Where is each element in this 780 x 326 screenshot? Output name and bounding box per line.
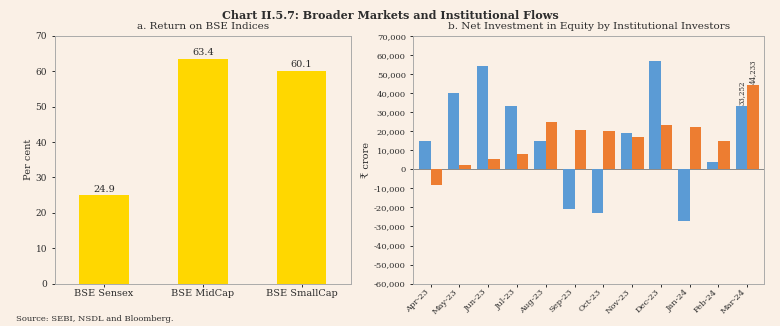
Bar [707,162,718,169]
Bar [534,141,546,169]
Text: Chart II.5.7: Broader Markets and Institutional Flows: Chart II.5.7: Broader Markets and Instit… [222,10,558,21]
Bar [419,141,431,169]
Bar [575,130,586,169]
Bar [603,131,615,169]
Text: 44,233: 44,233 [749,60,757,84]
Bar [431,169,442,185]
Bar [488,159,500,169]
Text: Source: SEBI, NSDL and Bloomberg.: Source: SEBI, NSDL and Bloomberg. [16,315,173,323]
Bar [517,154,529,169]
Bar [736,106,747,169]
Bar [178,59,228,284]
Text: 60.1: 60.1 [291,60,313,69]
Title: a. Return on BSE Indices: a. Return on BSE Indices [136,22,269,31]
Bar [747,85,759,169]
Bar [505,106,517,169]
Text: 24.9: 24.9 [93,185,115,194]
Bar [477,67,488,169]
Bar [459,165,471,169]
Bar [448,93,459,169]
Y-axis label: ₹ crore: ₹ crore [362,142,371,178]
Bar [621,133,632,169]
Bar [690,127,701,169]
Bar [592,169,603,213]
Bar [277,71,326,284]
Text: 63.4: 63.4 [192,49,214,57]
Y-axis label: Per cent: Per cent [23,139,33,180]
Bar [718,141,730,169]
Text: 33,252: 33,252 [737,81,746,105]
Bar [649,61,661,169]
Bar [563,169,575,209]
Bar [678,169,690,221]
Title: b. Net Investment in Equity by Institutional Investors: b. Net Investment in Equity by Instituti… [448,22,730,31]
Bar [80,196,129,284]
Bar [661,126,672,169]
Bar [632,137,644,169]
Bar [546,122,557,169]
